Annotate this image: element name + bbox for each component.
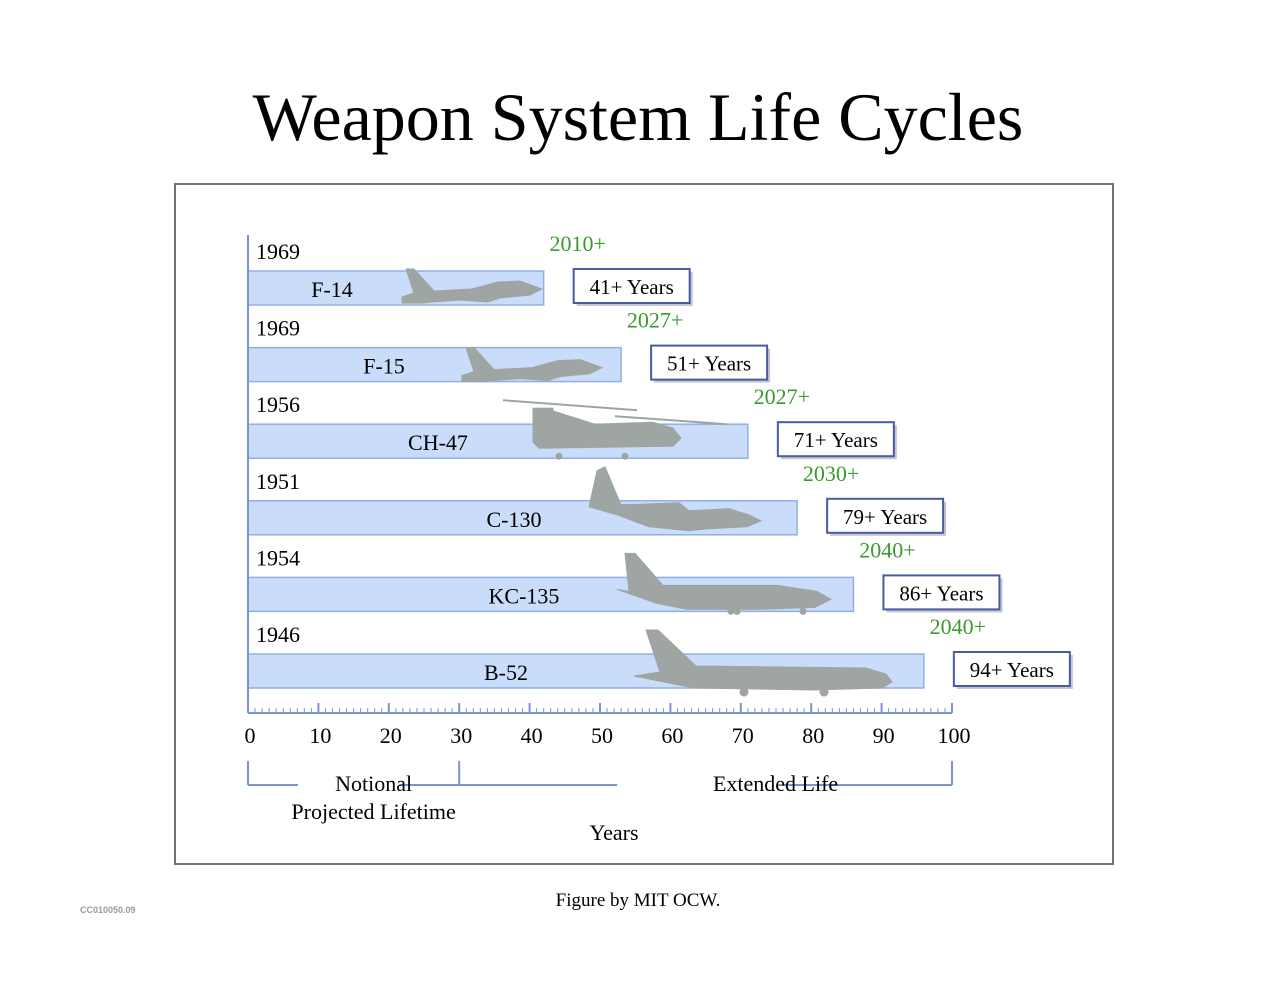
lifespan-label: 71+ Years — [794, 428, 878, 452]
aircraft-name: F-14 — [311, 277, 353, 302]
figure-caption: Figure by MIT OCW. — [555, 890, 721, 911]
start-year-label: 1969 — [256, 239, 300, 264]
x-axis: 0 10 20 30 40 50 60 70 80 90 100 — [245, 235, 971, 748]
x-tick-label: 20 — [380, 723, 402, 748]
chart-frame: 1969 F-14 2010+ 41+ Years 1969 F-15 2027+ 51+ Y… — [174, 183, 1114, 865]
aircraft-name: F-15 — [363, 354, 405, 379]
fighter-jet-icon — [401, 268, 544, 304]
lifespan-label: 86+ Years — [899, 581, 983, 605]
x-tick-label: 50 — [591, 723, 613, 748]
x-tick-label: 90 — [873, 723, 895, 748]
aircraft-layer — [401, 268, 893, 697]
lifespan-label: 41+ Years — [590, 275, 674, 299]
helicopter-icon — [502, 399, 728, 460]
x-tick-label: 100 — [938, 723, 971, 748]
bomber-icon — [633, 629, 893, 697]
lifespan-box — [826, 497, 945, 534]
lifespan-box — [776, 421, 895, 458]
lifespan-box — [650, 344, 769, 381]
x-axis-label: Years — [589, 820, 638, 845]
x-tick-label: 0 — [245, 723, 256, 748]
span-label-notional: Notional — [335, 771, 412, 796]
aircraft-name: CH-47 — [408, 430, 468, 455]
cargo-plane-icon — [588, 466, 763, 532]
x-tick-label: 70 — [732, 723, 754, 748]
x-tick-label: 60 — [661, 723, 683, 748]
x-tick-label: 80 — [802, 723, 824, 748]
aircraft-name: KC-135 — [489, 583, 560, 608]
start-year-label: 1946 — [256, 622, 300, 647]
retirement-year-label: 2010+ — [549, 231, 605, 256]
lifespan-box — [572, 268, 691, 304]
aircraft-name: B-52 — [484, 660, 528, 685]
page-title: Weapon System Life Cycles — [252, 79, 1024, 155]
life-span-brackets: Notional Projected Lifetime Extended Life — [247, 761, 953, 824]
x-tick-label: 40 — [521, 723, 543, 748]
document-code: CC010050.09 — [80, 905, 136, 915]
aircraft-name: C-130 — [487, 507, 542, 532]
span-label-extended-life: Extended Life — [713, 771, 838, 796]
lifespan-box — [882, 574, 1001, 611]
lifespan-box — [952, 651, 1071, 687]
retirement-year-label: 2040+ — [859, 537, 915, 562]
lifespan-label: 79+ Years — [843, 505, 927, 529]
span-sublabel-projected-lifetime: Projected Lifetime — [291, 799, 455, 824]
fighter-jet-icon — [461, 347, 604, 383]
start-year-label: 1954 — [256, 545, 300, 570]
retirement-year-label: 2030+ — [803, 461, 859, 486]
tanker-plane-icon — [616, 552, 833, 615]
lifespan-label: 94+ Years — [970, 658, 1054, 682]
start-year-label: 1969 — [256, 316, 300, 341]
start-year-label: 1951 — [256, 469, 300, 494]
start-year-label: 1956 — [256, 392, 300, 417]
lifespan-label: 51+ Years — [667, 352, 751, 376]
retirement-year-label: 2027+ — [754, 384, 810, 409]
retirement-year-label: 2027+ — [627, 308, 683, 333]
x-tick-label: 10 — [309, 723, 331, 748]
retirement-year-label: 2040+ — [930, 614, 986, 639]
x-tick-label: 30 — [450, 723, 472, 748]
